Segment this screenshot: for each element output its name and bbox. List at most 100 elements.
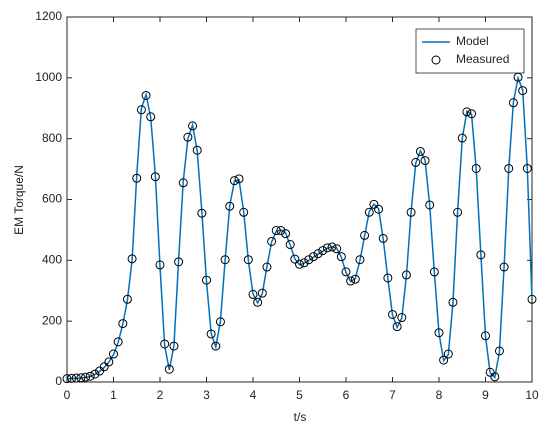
- measured-point: [522, 163, 532, 173]
- measured-point: [401, 270, 411, 280]
- plot-area: [66, 16, 533, 383]
- measured-point: [457, 133, 467, 143]
- measured-point: [313, 249, 323, 259]
- measured-point: [439, 355, 449, 365]
- measured-point: [388, 309, 397, 319]
- x-tick-label: 3: [203, 388, 210, 402]
- measured-point: [425, 200, 435, 210]
- measured-point: [383, 273, 393, 283]
- measured-point: [327, 242, 337, 252]
- measured-point: [318, 246, 328, 256]
- measured-point: [262, 262, 272, 272]
- x-tick-label: 9: [482, 388, 489, 402]
- measured-point: [355, 255, 365, 265]
- measured-point: [499, 262, 509, 272]
- measured-point: [494, 346, 504, 356]
- measured-point: [202, 275, 211, 285]
- measured-point: [85, 371, 95, 381]
- y-tick-label: 600: [42, 192, 62, 206]
- measured-point: [136, 105, 146, 115]
- measured-point: [443, 349, 453, 359]
- measured-point: [397, 313, 407, 323]
- measured-point: [304, 255, 314, 265]
- measured-point: [346, 276, 356, 286]
- measured-point: [350, 274, 360, 284]
- measured-point: [411, 157, 421, 167]
- legend-label: Model: [456, 34, 489, 48]
- x-tick-label: 5: [296, 388, 303, 402]
- legend-box: [415, 28, 525, 74]
- measured-point: [336, 252, 346, 262]
- measured-point: [118, 319, 128, 329]
- measured-point: [299, 258, 309, 268]
- measured-point: [257, 288, 267, 298]
- measured-point: [415, 146, 425, 156]
- y-tick-label: 800: [42, 131, 62, 145]
- measured-point: [197, 208, 207, 218]
- measured-point: [169, 341, 179, 351]
- x-tick-label: 6: [343, 388, 350, 402]
- measured-point: [104, 357, 114, 367]
- measured-point: [160, 339, 170, 349]
- measured-point: [178, 178, 188, 188]
- measured-point: [215, 317, 225, 327]
- measured-point: [234, 174, 244, 184]
- measured-point: [332, 244, 342, 254]
- measured-point: [141, 90, 151, 100]
- measured-point: [513, 72, 523, 82]
- measured-point: [295, 259, 304, 269]
- y-tick-label: 1000: [35, 70, 62, 84]
- measured-point: [146, 112, 156, 122]
- measured-point: [229, 176, 239, 186]
- measured-point: [62, 374, 72, 384]
- measured-point: [369, 199, 379, 209]
- measured-point: [504, 163, 514, 173]
- y-tick-label: 400: [42, 253, 62, 267]
- measured-point: [71, 373, 81, 383]
- measured-point: [420, 156, 430, 166]
- measured-point: [192, 145, 202, 155]
- measured-point: [81, 372, 91, 382]
- measured-point: [364, 207, 374, 217]
- measured-point: [392, 322, 402, 332]
- y-tick-label: 0: [55, 374, 62, 388]
- measured-point: [206, 329, 216, 339]
- measured-point: [132, 173, 142, 183]
- x-tick-label: 10: [525, 388, 539, 402]
- measured-point: [122, 294, 132, 304]
- x-tick-label: 1: [110, 388, 117, 402]
- measured-point: [174, 257, 184, 267]
- measured-point: [76, 373, 86, 383]
- measured-point: [248, 289, 258, 299]
- measured-point: [471, 163, 481, 173]
- measured-point: [164, 364, 174, 374]
- measured-point: [276, 226, 286, 236]
- measured-point: [211, 341, 221, 351]
- measured-point: [322, 243, 332, 253]
- measured-point: [271, 226, 281, 236]
- measured-point: [308, 252, 318, 262]
- measured-point: [429, 267, 439, 277]
- measured-point: [155, 260, 165, 270]
- measured-point: [448, 297, 458, 307]
- measured-point: [239, 207, 249, 217]
- measured-point: [374, 204, 384, 214]
- measured-point: [434, 328, 444, 338]
- measured-point: [243, 255, 253, 265]
- measured-point: [90, 369, 100, 379]
- measured-point: [453, 207, 463, 217]
- x-tick-label: 7: [389, 388, 396, 402]
- measured-point: [508, 98, 518, 108]
- measured-point: [127, 254, 137, 264]
- x-tick-label: 8: [436, 388, 443, 402]
- measured-point: [67, 373, 77, 383]
- legend-swatch: [431, 55, 441, 65]
- y-tick-label: 200: [42, 313, 62, 327]
- measured-point: [285, 240, 295, 250]
- measured-point: [188, 121, 198, 131]
- measured-point: [253, 297, 263, 307]
- measured-point: [462, 107, 472, 117]
- measured-point: [378, 233, 388, 243]
- measured-point: [527, 294, 537, 304]
